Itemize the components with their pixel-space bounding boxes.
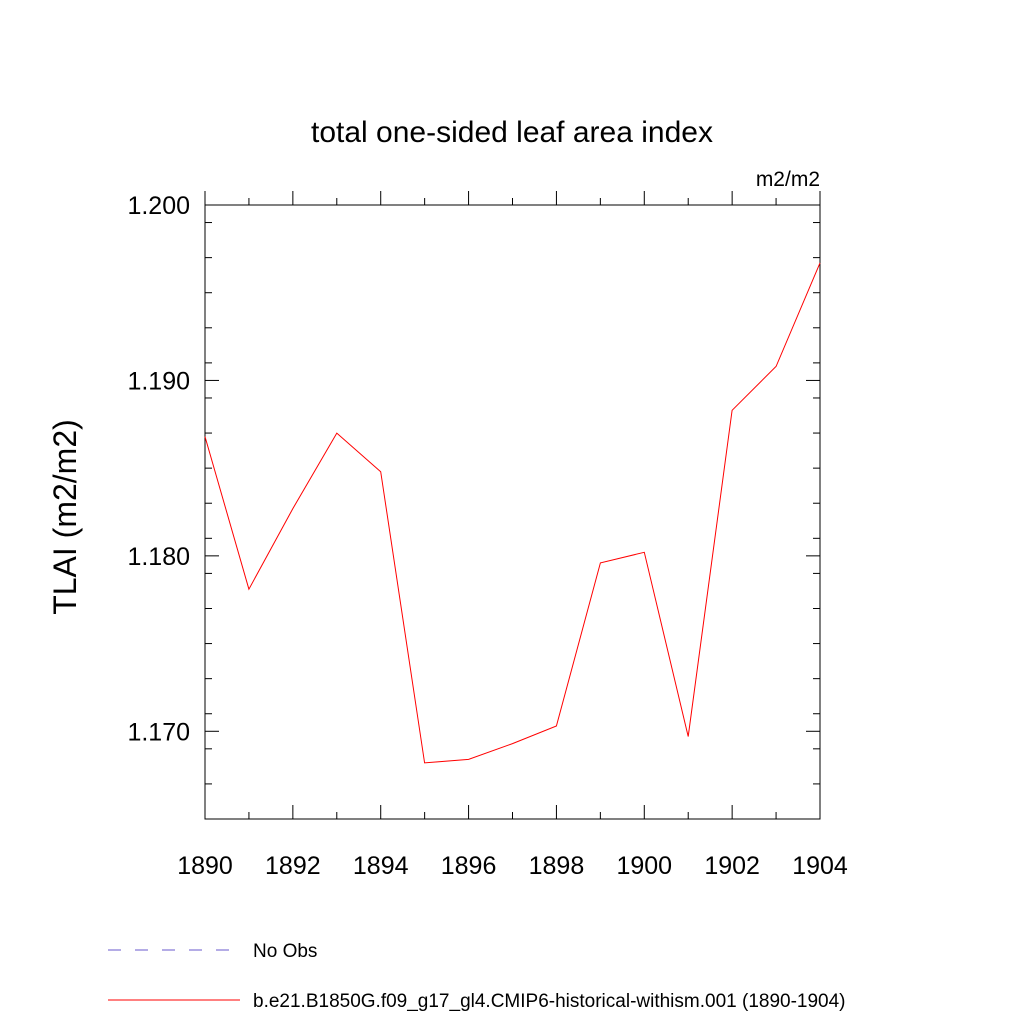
legend-label: b.e21.B1850G.f09_g17_gl4.CMIP6-historica…: [253, 991, 846, 1012]
y-tick-label: 1.170: [127, 718, 190, 746]
axis-ticks: [204, 191, 821, 819]
units-label: m2/m2: [756, 168, 820, 191]
legend-label: No Obs: [253, 941, 317, 962]
plot-frame: [204, 204, 821, 820]
y-axis-label: TLAI (m2/m2): [47, 419, 83, 615]
x-tick-label: 1900: [616, 852, 672, 880]
x-tick-label: 1902: [704, 852, 760, 880]
x-tick-label: 1898: [529, 852, 585, 880]
y-tick-labels: 1.170 1.180 1.190 1.200: [127, 192, 190, 746]
x-tick-label: 1890: [177, 852, 233, 880]
y-tick-label: 1.200: [127, 192, 190, 220]
y-tick-label: 1.180: [127, 543, 190, 571]
series-line: [204, 262, 821, 764]
series-lines: [204, 262, 821, 764]
y-tick-label: 1.190: [127, 367, 190, 395]
legend: No Obs b.e21.B1850G.f09_g17_gl4.CMIP6-his…: [108, 941, 846, 1012]
x-tick-label: 1892: [265, 852, 321, 880]
x-tick-labels: 1890 1892 1894 1896 1898 1900 1902 1904: [177, 852, 848, 880]
x-tick-label: 1896: [441, 852, 497, 880]
x-tick-label: 1904: [792, 852, 848, 880]
x-tick-label: 1894: [353, 852, 409, 880]
chart-title: total one-sided leaf area index: [311, 116, 713, 149]
